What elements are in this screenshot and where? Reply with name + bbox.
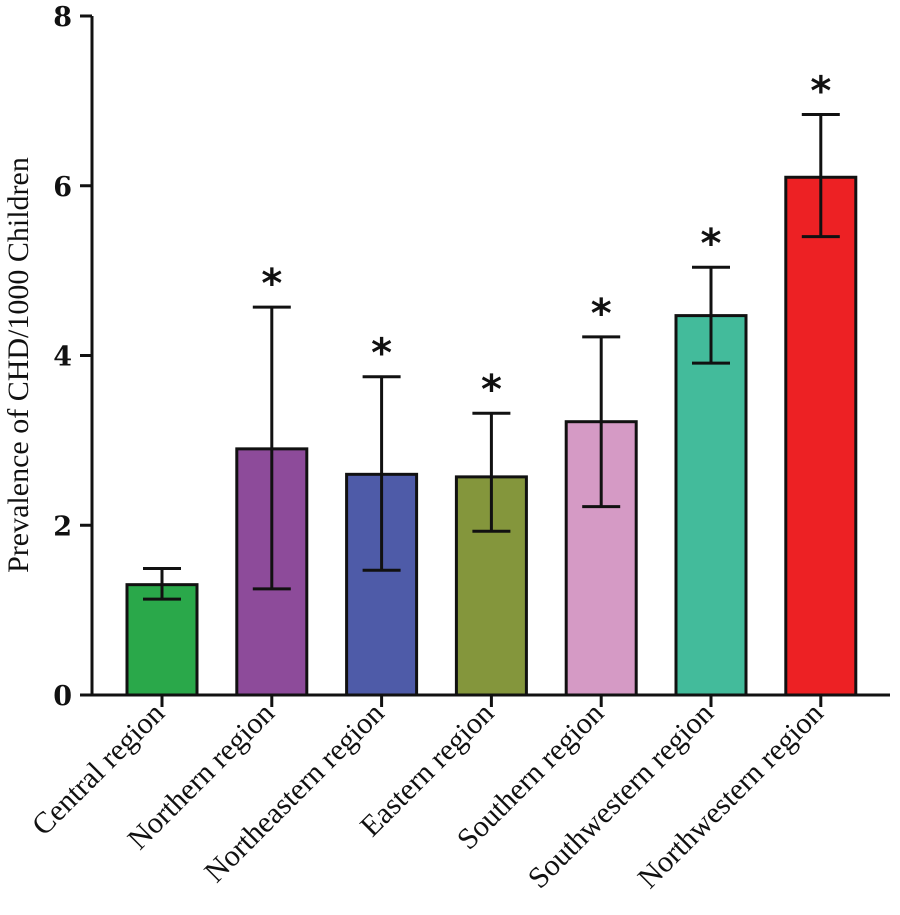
significance-mark: * (261, 261, 282, 307)
y-tick-label: 0 (53, 681, 72, 712)
y-axis: 0 2 4 6 8 (53, 2, 94, 712)
significance-mark: * (701, 221, 722, 267)
x-category-label: Southwestern region (522, 697, 720, 895)
y-axis-title: Prevalence of CHD/1000 Children (2, 157, 35, 573)
bar (125, 583, 199, 697)
y-tick-label: 8 (53, 2, 72, 33)
x-category-label: Northeastern region (198, 697, 390, 889)
y-tick-label: 2 (53, 511, 72, 542)
y-tick-label: 4 (53, 342, 72, 373)
y-tick-label: 6 (53, 172, 72, 203)
bar (784, 175, 858, 697)
significance-mark: * (591, 291, 612, 337)
bars: * * * * * * (125, 68, 858, 697)
significance-mark: * (810, 68, 831, 114)
x-category-label: Northwestern region (631, 697, 829, 895)
significance-mark: * (371, 331, 392, 377)
significance-mark: * (481, 367, 502, 413)
bar (674, 314, 748, 697)
